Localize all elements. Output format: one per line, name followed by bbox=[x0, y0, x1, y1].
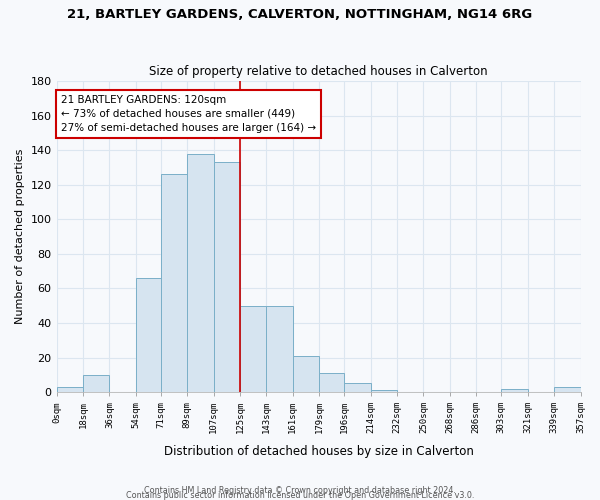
Text: 21, BARTLEY GARDENS, CALVERTON, NOTTINGHAM, NG14 6RG: 21, BARTLEY GARDENS, CALVERTON, NOTTINGH… bbox=[67, 8, 533, 20]
Bar bbox=[56, 387, 83, 392]
Bar bbox=[319, 373, 344, 392]
Bar bbox=[554, 387, 581, 392]
Bar bbox=[136, 278, 161, 392]
Bar bbox=[293, 356, 319, 392]
Bar bbox=[266, 306, 293, 392]
Bar bbox=[240, 306, 266, 392]
Y-axis label: Number of detached properties: Number of detached properties bbox=[15, 149, 25, 324]
Title: Size of property relative to detached houses in Calverton: Size of property relative to detached ho… bbox=[149, 66, 488, 78]
Text: 21 BARTLEY GARDENS: 120sqm
← 73% of detached houses are smaller (449)
27% of sem: 21 BARTLEY GARDENS: 120sqm ← 73% of deta… bbox=[61, 95, 316, 133]
Bar bbox=[344, 384, 371, 392]
X-axis label: Distribution of detached houses by size in Calverton: Distribution of detached houses by size … bbox=[164, 444, 473, 458]
Bar bbox=[161, 174, 187, 392]
Bar bbox=[83, 375, 109, 392]
Bar bbox=[371, 390, 397, 392]
Text: Contains HM Land Registry data © Crown copyright and database right 2024.: Contains HM Land Registry data © Crown c… bbox=[144, 486, 456, 495]
Bar bbox=[214, 162, 240, 392]
Bar bbox=[187, 154, 214, 392]
Text: Contains public sector information licensed under the Open Government Licence v3: Contains public sector information licen… bbox=[126, 491, 474, 500]
Bar bbox=[501, 388, 527, 392]
